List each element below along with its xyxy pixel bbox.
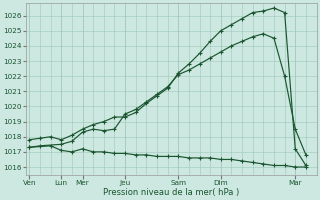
X-axis label: Pression niveau de la mer( hPa ): Pression niveau de la mer( hPa ) bbox=[103, 188, 239, 197]
